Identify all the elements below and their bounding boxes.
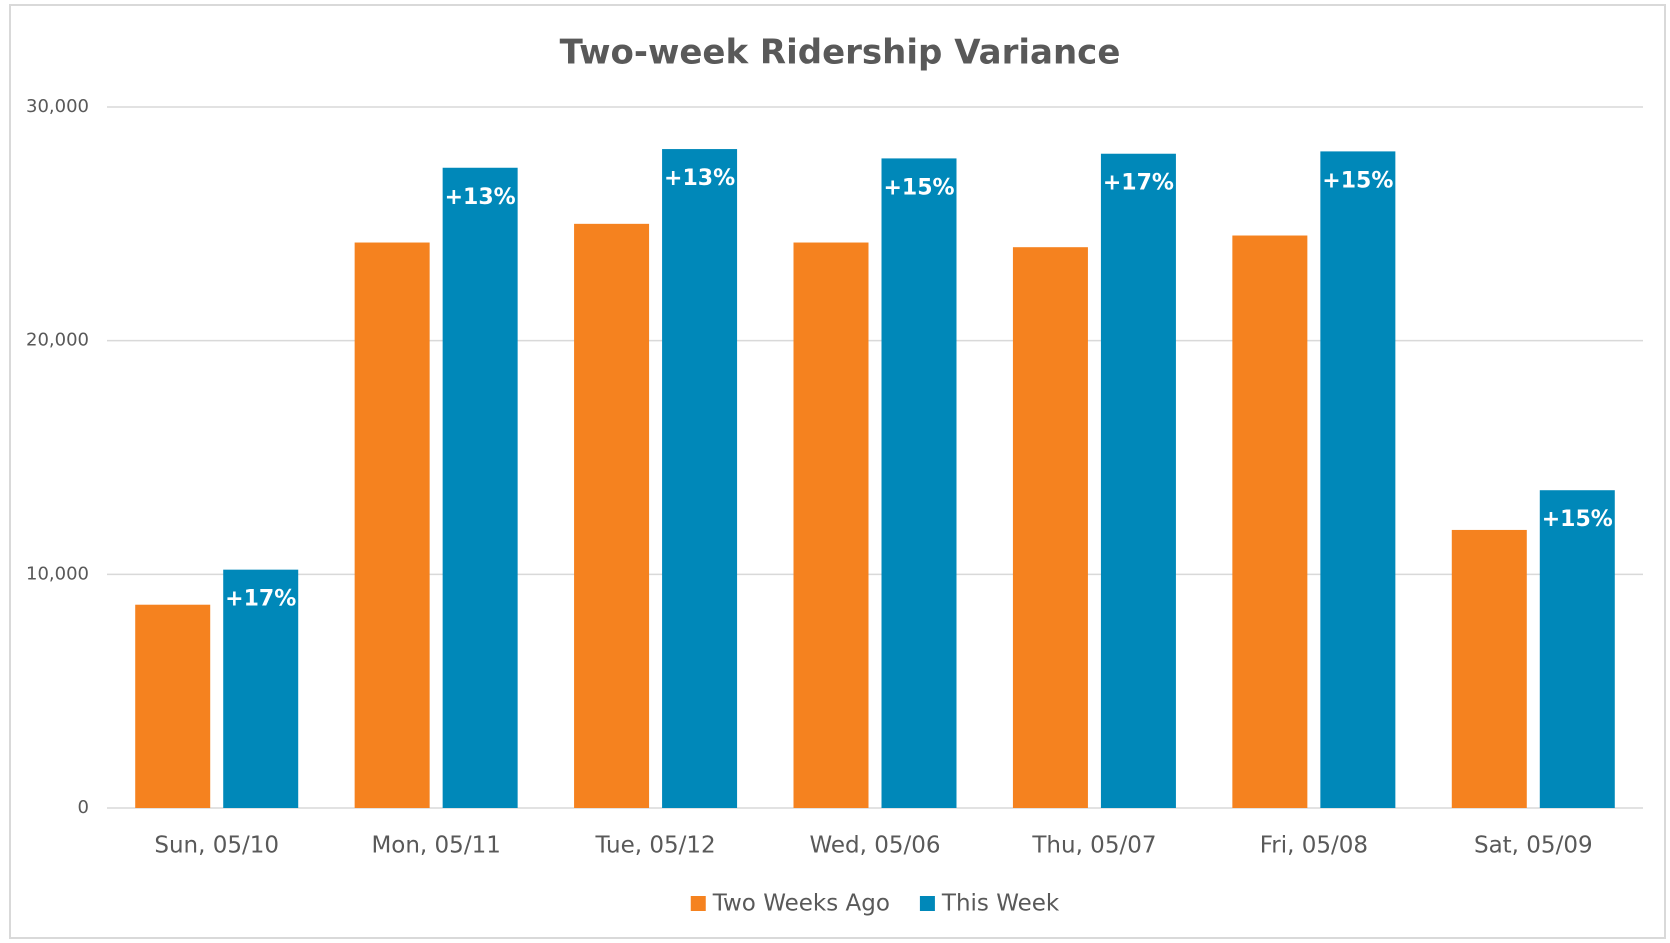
data-label: +17% — [225, 587, 296, 612]
y-tick-label: 10,000 — [26, 563, 89, 584]
legend: Two Weeks Ago This Week — [690, 891, 1060, 917]
y-tick-label: 20,000 — [26, 330, 89, 351]
bar — [1539, 490, 1615, 808]
x-tick-label: Fri, 05/08 — [1260, 833, 1368, 859]
legend-label: This Week — [941, 891, 1060, 917]
legend-label: Two Weeks Ago — [712, 891, 890, 917]
legend-item: This Week — [919, 891, 1060, 917]
y-tick-label: 30,000 — [26, 96, 89, 117]
x-tick-label: Thu, 05/07 — [1031, 833, 1156, 859]
bar — [442, 167, 518, 809]
bar — [881, 158, 957, 808]
chart-title: Two-week Ridership Variance — [560, 33, 1121, 73]
x-tick-label: Tue, 05/12 — [594, 833, 715, 859]
data-label: +15% — [883, 175, 954, 200]
data-label: +13% — [664, 166, 735, 191]
data-label: +15% — [1322, 168, 1393, 193]
bar — [1100, 153, 1176, 808]
bar — [135, 604, 211, 808]
x-tick-label: Wed, 05/06 — [809, 833, 940, 859]
data-label: +17% — [1103, 171, 1174, 196]
x-tick-label: Sat, 05/09 — [1474, 833, 1593, 859]
bar — [1012, 247, 1088, 808]
bar — [1320, 151, 1396, 808]
legend-swatch — [690, 896, 706, 911]
bar — [793, 242, 869, 808]
x-tick-label: Sun, 05/10 — [154, 833, 279, 859]
bar — [1451, 529, 1527, 808]
data-label: +15% — [1542, 507, 1613, 532]
data-label: +13% — [445, 185, 516, 210]
bar — [1232, 235, 1308, 808]
bar — [574, 223, 650, 809]
bar — [662, 149, 738, 808]
y-tick-label: 0 — [78, 797, 89, 818]
x-tick-label: Mon, 05/11 — [371, 833, 500, 859]
bar — [354, 242, 430, 808]
legend-item: Two Weeks Ago — [690, 891, 890, 917]
bar — [223, 569, 299, 808]
legend-swatch — [919, 896, 935, 911]
